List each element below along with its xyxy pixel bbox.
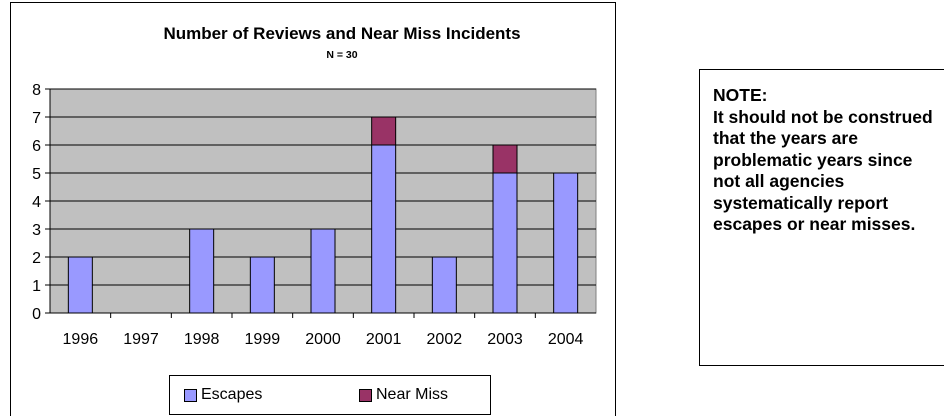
y-tick-label: 3 xyxy=(32,222,41,239)
bar-escapes-2001 xyxy=(371,144,397,314)
y-tick-label: 0 xyxy=(32,306,41,323)
y-tick-label: 8 xyxy=(32,82,41,99)
x-tick-label-1997: 1997 xyxy=(123,331,159,348)
bar-escapes-1999 xyxy=(249,256,275,314)
y-tick-label: 7 xyxy=(32,110,41,127)
legend-label-near-miss: Near Miss xyxy=(376,386,449,403)
x-tick-label-1999: 1999 xyxy=(245,331,281,348)
chart-legend: Escapes Near Miss xyxy=(169,375,491,415)
y-tick-label: 6 xyxy=(32,138,41,155)
bar-escapes-1996 xyxy=(67,256,93,314)
chart-container: Number of Reviews and Near Miss Incident… xyxy=(10,2,616,416)
bar-escapes-1998 xyxy=(189,228,215,314)
legend-item-near-miss: Near Miss xyxy=(359,386,448,404)
note-body: It should not be construed that the year… xyxy=(713,106,933,235)
y-tick-label: 1 xyxy=(32,278,41,295)
y-tick-label: 2 xyxy=(32,250,41,267)
x-tick-label-1998: 1998 xyxy=(184,331,220,348)
chart-subtitle: N = 30 xyxy=(326,49,357,61)
note-box: NOTE: It should not be construed that th… xyxy=(699,69,944,366)
x-tick-label-2000: 2000 xyxy=(305,331,341,348)
legend-label-escapes: Escapes xyxy=(201,386,263,403)
x-tick-label-2004: 2004 xyxy=(548,331,584,348)
y-tick-label: 4 xyxy=(32,194,41,211)
bar-near-miss-2003 xyxy=(492,144,518,174)
x-tick-label-1996: 1996 xyxy=(63,331,99,348)
bar-escapes-2000 xyxy=(310,228,336,314)
chart-svg: Number of Reviews and Near Miss Incident… xyxy=(32,24,597,348)
bars xyxy=(67,116,579,314)
bar-escapes-2004 xyxy=(553,172,579,314)
y-axis-ticks: 0 1 2 3 4 5 6 7 8 xyxy=(32,82,50,323)
chart-title: Number of Reviews and Near Miss Incident… xyxy=(163,24,520,43)
y-tick-label: 5 xyxy=(32,166,41,183)
bar-near-miss-2001 xyxy=(371,116,397,146)
legend-item-escapes: Escapes xyxy=(184,386,262,404)
bar-escapes-2003 xyxy=(492,172,518,314)
x-tick-label-2002: 2002 xyxy=(427,331,463,348)
note-title: NOTE: xyxy=(713,85,768,105)
x-tick-label-2003: 2003 xyxy=(487,331,523,348)
legend-swatch-escapes xyxy=(184,388,197,402)
legend-swatch-near-miss xyxy=(359,388,372,402)
x-axis-ticks: 1996 1997 1998 1999 2000 2001 2002 2003 2004 xyxy=(63,313,584,348)
x-tick-label-2001: 2001 xyxy=(366,331,402,348)
bar-escapes-2002 xyxy=(431,256,457,314)
